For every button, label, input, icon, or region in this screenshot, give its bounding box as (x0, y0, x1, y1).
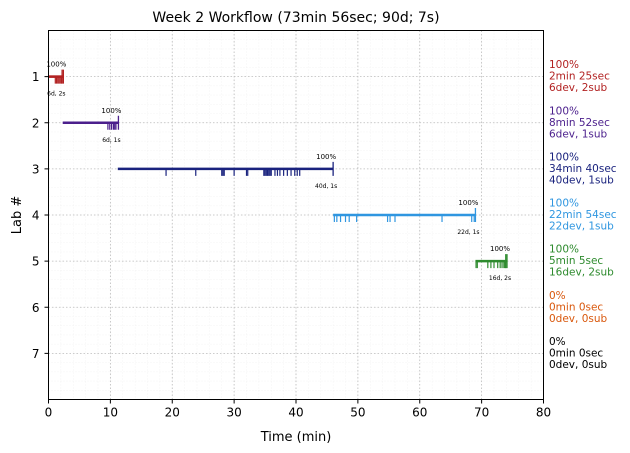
lab-5-summary-line: 100% (549, 244, 579, 256)
lab-3-summary-line: 34min 40sec (549, 163, 617, 175)
lab-7-summary-line: 0dev, 0sub (549, 359, 608, 371)
count-label: 40d, 1s (315, 183, 337, 190)
lab-3-group: 100% 40d, 1s (117, 153, 337, 190)
y-tick-label: 6 (32, 301, 40, 315)
y-tick-label: 4 (32, 209, 40, 223)
x-tick-label: 20 (165, 406, 180, 420)
lab-1-group: 100% 6d, 2s (46, 61, 66, 98)
count-label: 16d, 2s (489, 275, 511, 282)
x-axis-label: Time (min) (260, 430, 332, 445)
x-tick-label: 50 (350, 406, 365, 420)
lab-5-summary-line: 5min 5sec (549, 255, 603, 267)
completion-label: 100% (490, 245, 510, 253)
lab-4-summary-line: 100% (549, 198, 579, 210)
count-label: 22d, 1s (457, 229, 479, 236)
y-tick-label: 7 (32, 347, 40, 361)
lab-4-summary-line: 22min 54sec (549, 209, 617, 221)
x-tick-label: 70 (474, 406, 489, 420)
lab-1-summary-line: 6dev, 2sub (549, 82, 608, 94)
chart-title: Week 2 Workflow (73min 56sec; 90d; 7s) (152, 10, 439, 26)
y-tick-label: 3 (32, 162, 40, 176)
completion-label: 100% (458, 199, 478, 207)
completion-label: 100% (46, 61, 66, 69)
lab-6-summary-line: 0min 0sec (549, 301, 603, 313)
x-tick-label: 0 (45, 406, 53, 420)
count-label: 6d, 1s (102, 137, 120, 144)
y-tick-label: 2 (32, 116, 40, 130)
lab-2-summary-line: 8min 52sec (549, 117, 610, 129)
x-tick-label: 10 (103, 406, 118, 420)
lab-2-summary-line: 100% (549, 105, 579, 117)
count-label: 6d, 2s (47, 91, 65, 98)
lab-7-summary-line: 0% (549, 336, 566, 348)
axis-ticks: 0 10 20 30 40 50 60 70 80 1 2 3 4 5 6 7 (32, 70, 551, 419)
lab-5-summary-line: 16dev, 2sub (549, 267, 614, 279)
completion-label: 100% (316, 153, 336, 161)
lab-5-group: 100% 16d, 2s (475, 245, 511, 282)
lab-bars: 100% 6d, 2s 100% 6d, 1s 100% 40d, 1s 100% 22d, … (46, 61, 511, 283)
lab-7-summary-line: 0min 0sec (549, 347, 603, 359)
lab-3-summary-line: 100% (549, 151, 579, 163)
x-tick-label: 80 (536, 406, 551, 420)
lab-6-summary-line: 0dev, 0sub (549, 313, 608, 325)
x-tick-label: 30 (226, 406, 241, 420)
completion-label: 100% (101, 107, 121, 115)
x-tick-label: 60 (412, 406, 427, 420)
x-tick-label: 40 (288, 406, 303, 420)
y-tick-label: 1 (32, 70, 40, 84)
lab-4-group: 100% 22d, 1s (333, 199, 480, 236)
y-tick-label: 5 (32, 255, 40, 269)
lab-3-summary-line: 40dev, 1sub (549, 174, 614, 186)
lab-2-group: 100% 6d, 1s (62, 107, 122, 144)
lab-1-summary-line: 100% (549, 59, 579, 71)
lab-1-summary-line: 2min 25sec (549, 71, 610, 83)
lab-4-summary-line: 22dev, 1sub (549, 221, 614, 233)
plot-frame (48, 30, 544, 400)
lab-6-summary-line: 0% (549, 290, 566, 302)
lab-2-summary-line: 6dev, 1sub (549, 128, 608, 140)
y-axis-label: Lab # (10, 196, 25, 235)
